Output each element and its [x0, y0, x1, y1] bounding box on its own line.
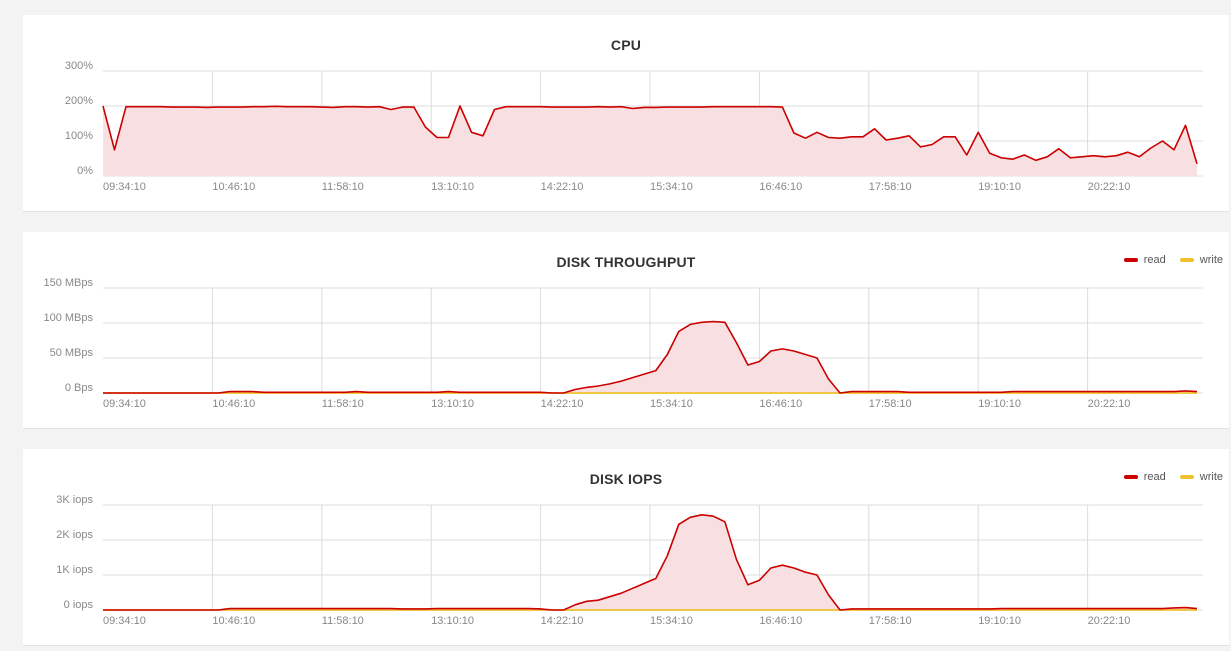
- legend-label-write: write: [1199, 254, 1223, 266]
- write-swatch-icon: [1179, 258, 1194, 262]
- x-tick-label: 11:58:10: [322, 398, 364, 410]
- legend-label-write: write: [1199, 471, 1223, 483]
- legend-label-read: read: [1143, 254, 1166, 266]
- x-tick-label: 13:10:10: [431, 615, 474, 627]
- read-area-fill: [103, 106, 1197, 176]
- x-tick-label: 16:46:10: [759, 398, 802, 410]
- x-tick-label: 17:58:10: [869, 398, 912, 410]
- x-tick-label: 16:46:10: [759, 181, 802, 193]
- x-tick-label: 10:46:10: [212, 181, 255, 193]
- disk-iops-chart-panel: 0 iops 1K iops 2K iops 3K iops 09:34:10 10:46…: [23, 449, 1229, 646]
- read-series-line: [103, 514, 1198, 611]
- y-tick-label: 100%: [65, 130, 93, 142]
- cpu-chart: 0% 100% 200% 300% 09:34:10 10:46:10 11:58:10 13…: [65, 60, 1203, 193]
- y-tick-label: 50 MBps: [50, 347, 94, 359]
- legend-item-write[interactable]: write: [1179, 471, 1223, 483]
- x-tick-label: 13:10:10: [431, 398, 474, 410]
- y-tick-label: 0 iops: [64, 599, 94, 611]
- x-tick-label: 14:22:10: [541, 615, 584, 627]
- disk-throughput-chart: 0 Bps 50 MBps 100 MBps 150 MBps 09:34:10 10:4…: [43, 277, 1203, 410]
- read-swatch-icon: [1123, 475, 1138, 479]
- x-tick-label: 11:58:10: [322, 615, 364, 627]
- x-tick-label: 19:10:10: [978, 398, 1021, 410]
- x-tick-label: 13:10:10: [431, 181, 474, 193]
- y-tick-label: 1K iops: [56, 564, 93, 576]
- x-tick-label: 11:58:10: [322, 181, 364, 193]
- y-tick-label: 2K iops: [56, 529, 93, 541]
- x-tick-label: 20:22:10: [1088, 398, 1131, 410]
- legend-item-read[interactable]: read: [1123, 254, 1166, 266]
- x-tick-label: 19:10:10: [978, 181, 1021, 193]
- legend-label-read: read: [1143, 471, 1166, 483]
- disk-iops-chart: 0 iops 1K iops 2K iops 3K iops 09:34:10 10:46…: [56, 494, 1203, 627]
- cpu-chart-title: CPU: [610, 37, 642, 53]
- x-tick-label: 19:10:10: [978, 615, 1021, 627]
- disk-throughput-legend: read write: [1110, 254, 1223, 266]
- x-tick-label: 15:34:10: [650, 181, 693, 193]
- x-tick-label: 14:22:10: [541, 181, 584, 193]
- y-tick-label: 100 MBps: [43, 312, 93, 324]
- legend-item-read[interactable]: read: [1123, 471, 1166, 483]
- x-tick-label: 10:46:10: [212, 398, 255, 410]
- x-tick-label: 14:22:10: [541, 398, 584, 410]
- y-tick-label: 0%: [77, 165, 93, 177]
- x-tick-label: 17:58:10: [869, 181, 912, 193]
- read-area-fill: [103, 514, 1197, 610]
- disk-throughput-chart-title: DISK THROUGHPUT: [556, 254, 696, 270]
- x-tick-label: 15:34:10: [650, 615, 693, 627]
- x-tick-label: 09:34:10: [103, 615, 146, 627]
- cpu-chart-panel: 0% 100% 200% 300% 09:34:10 10:46:10 11:58:10 13…: [23, 15, 1229, 212]
- x-tick-label: 15:34:10: [650, 398, 693, 410]
- write-swatch-icon: [1179, 475, 1194, 479]
- y-tick-label: 0 Bps: [65, 382, 94, 394]
- x-tick-label: 10:46:10: [212, 615, 255, 627]
- read-swatch-icon: [1123, 258, 1138, 262]
- disk-iops-legend: read write: [1110, 471, 1223, 483]
- x-tick-label: 17:58:10: [869, 615, 912, 627]
- read-series-line: [102, 105, 1198, 165]
- x-tick-label: 09:34:10: [103, 181, 146, 193]
- disk-iops-chart-title: DISK IOPS: [589, 471, 663, 487]
- y-tick-label: 150 MBps: [43, 277, 93, 289]
- legend-item-write[interactable]: write: [1179, 254, 1223, 266]
- x-tick-label: 16:46:10: [759, 615, 802, 627]
- y-tick-label: 300%: [65, 60, 93, 72]
- y-tick-label: 200%: [65, 95, 93, 107]
- read-area-fill: [103, 321, 1197, 393]
- disk-throughput-chart-panel: 0 Bps 50 MBps 100 MBps 150 MBps 09:34:10 10:4…: [23, 232, 1229, 429]
- x-tick-label: 20:22:10: [1088, 181, 1131, 193]
- y-tick-label: 3K iops: [56, 494, 93, 506]
- read-series-line: [103, 320, 1198, 394]
- x-tick-label: 09:34:10: [103, 398, 146, 410]
- x-tick-label: 20:22:10: [1088, 615, 1131, 627]
